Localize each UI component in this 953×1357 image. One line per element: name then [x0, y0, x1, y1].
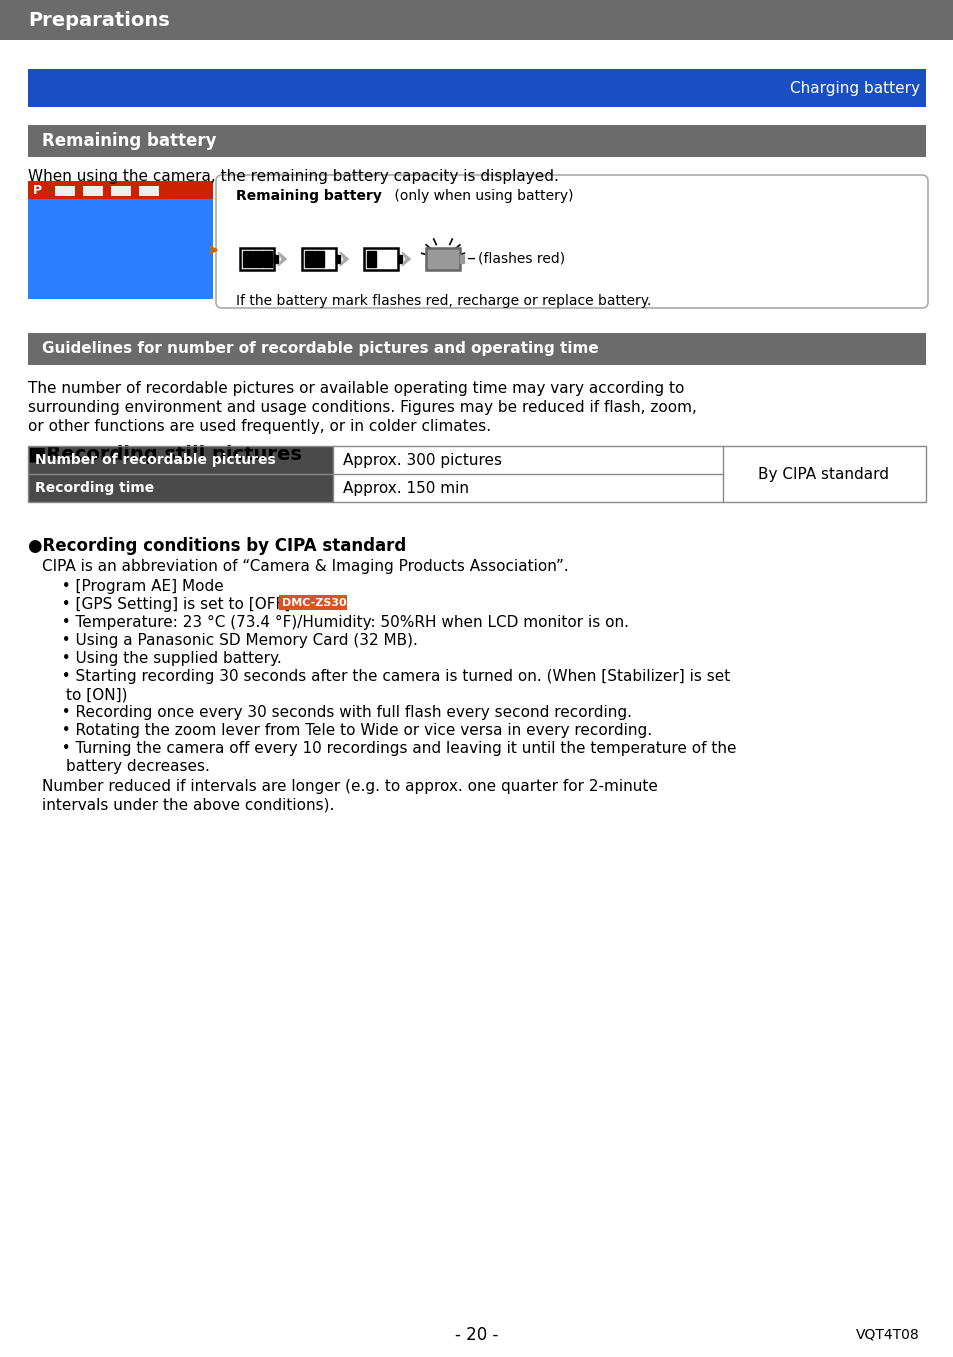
Bar	[55, 186, 75, 195]
Text: VQT4T08: VQT4T08	[856, 1329, 919, 1342]
Bar	[305, 251, 314, 267]
Bar	[274, 255, 277, 263]
Text: Remaining battery: Remaining battery	[42, 132, 216, 151]
Text: surrounding environment and usage conditions. Figures may be reduced if flash, z: surrounding environment and usage condit…	[28, 400, 696, 415]
FancyBboxPatch shape	[215, 175, 927, 308]
Text: • [Program AE] Mode: • [Program AE] Mode	[52, 579, 224, 594]
Text: If the battery mark flashes red, recharge or replace battery.: If the battery mark flashes red, recharg…	[235, 294, 651, 308]
Bar	[28, 180, 213, 199]
Text: • Using the supplied battery.: • Using the supplied battery.	[52, 651, 281, 666]
Text: –: –	[465, 248, 475, 267]
Bar	[28, 180, 213, 299]
Text: CIPA is an abbreviation of “Camera & Imaging Products Association”.: CIPA is an abbreviation of “Camera & Ima…	[42, 559, 568, 574]
Text: • Starting recording 30 seconds after the camera is turned on. (When [Stabilizer: • Starting recording 30 seconds after th…	[52, 669, 729, 684]
Text: DMC-ZS30: DMC-ZS30	[282, 598, 347, 608]
Text: • Rotating the zoom lever from Tele to Wide or vice versa in every recording.: • Rotating the zoom lever from Tele to W…	[52, 723, 652, 738]
Bar	[279, 594, 347, 611]
Polygon shape	[401, 252, 410, 266]
Text: - 20 -: - 20 -	[455, 1326, 498, 1343]
Bar	[314, 251, 324, 267]
Text: to [ON]): to [ON])	[66, 687, 128, 702]
Text: Guidelines for number of recordable pictures and operating time: Guidelines for number of recordable pict…	[42, 342, 598, 357]
Text: Number reduced if intervals are longer (e.g. to approx. one quarter for 2-minute: Number reduced if intervals are longer (…	[42, 779, 658, 794]
Bar	[426, 248, 459, 270]
Text: intervals under the above conditions).: intervals under the above conditions).	[42, 797, 334, 811]
Text: • Temperature: 23 °C (73.4 °F)/Humidity: 50%RH when LCD monitor is on.: • Temperature: 23 °C (73.4 °F)/Humidity:…	[52, 615, 628, 630]
Bar	[28, 446, 333, 474]
Bar	[28, 446, 925, 502]
Text: • Using a Panasonic SD Memory Card (32 MB).: • Using a Panasonic SD Memory Card (32 M…	[52, 632, 417, 649]
Bar	[335, 255, 339, 263]
Text: ■Recording still pictures: ■Recording still pictures	[28, 445, 301, 464]
Bar	[459, 255, 463, 263]
Bar	[262, 251, 272, 267]
Bar	[28, 125, 925, 157]
Bar	[367, 251, 375, 267]
Text: Charging battery: Charging battery	[789, 80, 919, 95]
Text: By CIPA standard: By CIPA standard	[758, 467, 888, 482]
Text: battery decreases.: battery decreases.	[66, 759, 210, 773]
Text: Remaining battery: Remaining battery	[235, 189, 381, 204]
Bar	[139, 186, 159, 195]
Bar	[243, 251, 253, 267]
Text: (flashes red): (flashes red)	[477, 251, 564, 265]
Text: The number of recordable pictures or available operating time may vary according: The number of recordable pictures or ava…	[28, 381, 683, 396]
Bar	[397, 255, 401, 263]
Bar	[426, 248, 459, 270]
Bar	[302, 248, 335, 270]
Text: • Turning the camera off every 10 recordings and leaving it until the temperatur: • Turning the camera off every 10 record…	[52, 741, 736, 756]
Text: P: P	[33, 183, 42, 197]
Text: Approx. 300 pictures: Approx. 300 pictures	[343, 452, 501, 468]
Bar	[111, 186, 131, 195]
Text: When using the camera, the remaining battery capacity is displayed.: When using the camera, the remaining bat…	[28, 170, 558, 185]
Bar	[253, 251, 262, 267]
Polygon shape	[277, 252, 286, 266]
Bar	[83, 186, 103, 195]
Text: (only when using battery): (only when using battery)	[390, 189, 573, 204]
Bar	[0, 0, 953, 39]
Bar	[364, 248, 397, 270]
Bar	[28, 69, 925, 107]
Text: • [GPS Setting] is set to [OFF]: • [GPS Setting] is set to [OFF]	[52, 597, 299, 612]
Bar	[28, 332, 925, 365]
Text: Number of recordable pictures: Number of recordable pictures	[35, 453, 275, 467]
Text: Recording time: Recording time	[35, 480, 154, 495]
Text: • Recording once every 30 seconds with full flash every second recording.: • Recording once every 30 seconds with f…	[52, 706, 631, 721]
Text: Approx. 150 min: Approx. 150 min	[343, 480, 469, 495]
Bar	[240, 248, 274, 270]
Text: ●Recording conditions by CIPA standard: ●Recording conditions by CIPA standard	[28, 537, 406, 555]
Bar	[28, 474, 333, 502]
Text: Preparations: Preparations	[28, 11, 170, 30]
Polygon shape	[339, 252, 348, 266]
Text: or other functions are used frequently, or in colder climates.: or other functions are used frequently, …	[28, 419, 491, 434]
